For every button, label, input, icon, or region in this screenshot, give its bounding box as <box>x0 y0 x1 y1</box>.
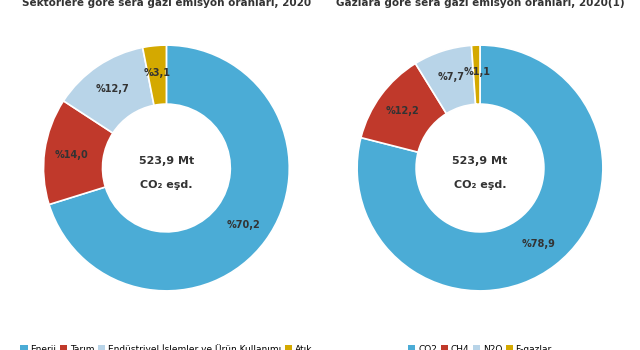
Text: CO₂ eşd.: CO₂ eşd. <box>454 180 506 190</box>
Wedge shape <box>143 45 166 105</box>
Title: Sektörlere göre sera gazı emisyon oranları, 2020: Sektörlere göre sera gazı emisyon oranla… <box>22 0 311 8</box>
Text: %70,2: %70,2 <box>227 220 260 230</box>
Text: %7,7: %7,7 <box>437 72 464 82</box>
Text: 523,9 Mt: 523,9 Mt <box>452 156 508 166</box>
Text: CO₂ eşd.: CO₂ eşd. <box>140 180 193 190</box>
Wedge shape <box>357 45 603 291</box>
Text: 523,9 Mt: 523,9 Mt <box>139 156 194 166</box>
Wedge shape <box>415 46 476 114</box>
Title: Gazlara göre sera gazı emisyon oranları, 2020(1): Gazlara göre sera gazı emisyon oranları,… <box>336 0 624 8</box>
Wedge shape <box>63 48 154 133</box>
Wedge shape <box>44 101 113 204</box>
Legend: CO2, CH4, N2O, F-gazlar: CO2, CH4, N2O, F-gazlar <box>408 345 552 350</box>
Wedge shape <box>49 45 289 291</box>
Wedge shape <box>361 63 447 152</box>
Legend: Enerji, Tarım, Endüstriyel İşlemler ve Ürün Kullanımı, Atık: Enerji, Tarım, Endüstriyel İşlemler ve Ü… <box>20 344 312 350</box>
Text: %3,1: %3,1 <box>143 68 171 78</box>
Text: %14,0: %14,0 <box>54 150 88 160</box>
Wedge shape <box>472 45 480 104</box>
Text: %12,7: %12,7 <box>96 84 130 93</box>
Text: %78,9: %78,9 <box>522 239 556 249</box>
Text: %1,1: %1,1 <box>463 67 490 77</box>
Text: %12,2: %12,2 <box>386 106 420 116</box>
